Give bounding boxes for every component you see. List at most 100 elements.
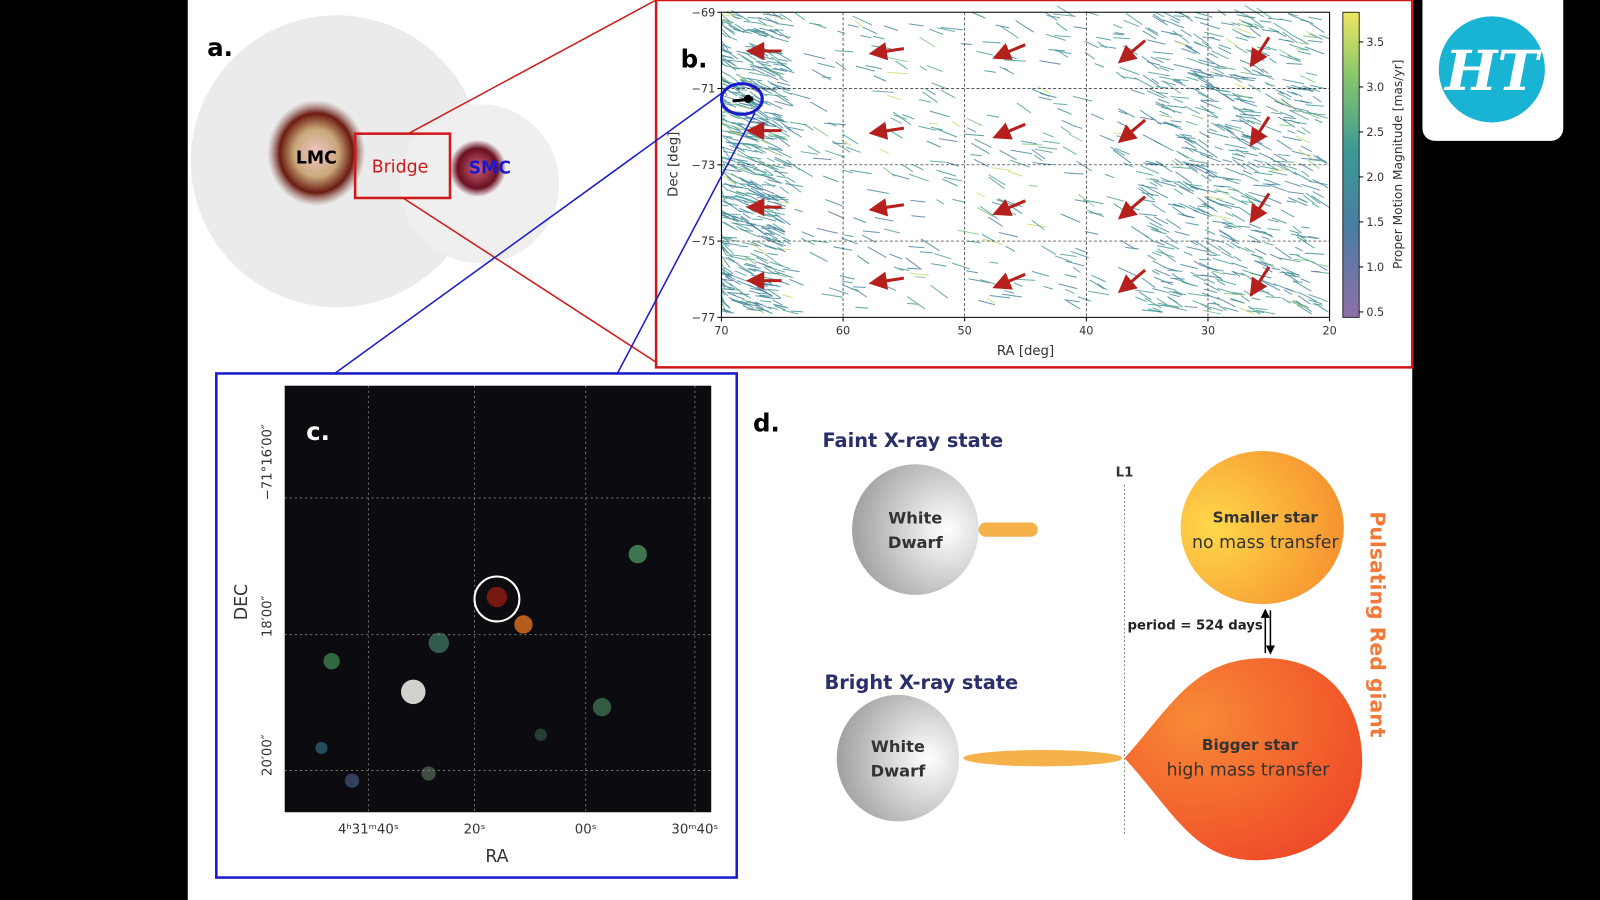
motion-vector — [1137, 184, 1158, 190]
motion-vector — [772, 223, 786, 232]
motion-vector — [1254, 229, 1267, 234]
motion-vector — [735, 225, 745, 231]
motion-vector — [1312, 261, 1328, 272]
smc-image — [448, 139, 507, 197]
motion-vector — [1278, 257, 1301, 263]
motion-vector — [1161, 30, 1178, 35]
motion-vector — [747, 77, 766, 91]
motion-vector — [822, 175, 839, 183]
motion-vector — [919, 65, 928, 71]
motion-vector — [999, 66, 1008, 71]
motion-vector — [1173, 277, 1190, 285]
motion-vector — [1189, 240, 1199, 246]
motion-vector — [918, 99, 932, 103]
motion-vector — [763, 147, 783, 157]
smaller-star — [1180, 451, 1344, 605]
motion-vector — [914, 276, 927, 279]
motion-vector — [738, 102, 751, 106]
motion-vector — [746, 223, 757, 225]
motion-vector — [756, 306, 773, 314]
x-tick-label: 20ˢ — [464, 823, 486, 838]
motion-vector — [754, 302, 765, 310]
motion-vector — [1163, 120, 1183, 131]
motion-vector — [1276, 139, 1293, 151]
motion-vector — [775, 51, 792, 62]
motion-vector — [1139, 116, 1153, 121]
motion-vector — [1135, 289, 1155, 294]
motion-vector — [1112, 33, 1124, 36]
motion-vector — [748, 240, 767, 255]
motion-vector — [1224, 178, 1240, 185]
motion-vector — [1165, 218, 1182, 230]
motion-vector — [1230, 241, 1241, 249]
motion-vector — [755, 113, 771, 124]
motion-vector — [873, 35, 885, 40]
motion-vector — [1239, 110, 1262, 114]
motion-vector — [744, 230, 754, 232]
motion-vector — [1207, 73, 1224, 78]
motion-vector — [1289, 229, 1300, 234]
motion-vector — [940, 89, 956, 99]
motion-vector — [1077, 296, 1092, 302]
motion-vector — [1190, 271, 1199, 277]
motion-vector — [1319, 34, 1330, 40]
y-axis-label: Dec [deg] — [667, 132, 682, 197]
motion-vector — [1240, 200, 1253, 204]
motion-vector — [1197, 197, 1212, 209]
motion-vector — [1212, 68, 1225, 75]
motion-vector — [745, 256, 757, 265]
motion-vector — [1266, 183, 1287, 192]
motion-vector — [946, 161, 959, 167]
motion-vector — [1146, 90, 1165, 99]
motion-vector — [1230, 297, 1245, 304]
motion-vector — [778, 119, 789, 123]
motion-vector — [774, 156, 792, 166]
motion-vector — [1043, 285, 1054, 290]
motion-vector — [1221, 251, 1234, 259]
motion-vector — [1144, 215, 1163, 227]
motion-vector — [1015, 278, 1036, 281]
motion-vector — [1142, 30, 1157, 40]
motion-vector — [855, 65, 875, 72]
motion-vector — [1186, 57, 1203, 64]
motion-vector — [732, 122, 748, 131]
motion-vector — [1286, 200, 1296, 203]
motion-vector — [1214, 146, 1223, 151]
motion-vector — [1264, 81, 1273, 87]
motion-vector — [783, 164, 793, 168]
motion-vector — [1184, 140, 1197, 149]
motion-vector — [978, 299, 995, 306]
motion-vector — [721, 14, 731, 23]
motion-vector — [1231, 270, 1245, 276]
motion-vector — [1172, 203, 1183, 208]
motion-vector — [849, 169, 872, 175]
motion-vector — [1219, 203, 1239, 209]
motion-vector — [757, 292, 767, 295]
motion-vector — [1155, 103, 1170, 110]
motion-vector — [971, 142, 990, 155]
motion-vector — [1270, 158, 1288, 168]
motion-vector — [1182, 134, 1193, 137]
white-dwarf-label: Dwarf — [888, 533, 944, 552]
motion-vector — [976, 50, 994, 56]
motion-vector — [1192, 300, 1208, 307]
motion-vector — [744, 303, 758, 307]
motion-vector — [1232, 271, 1241, 277]
motion-vector — [1224, 143, 1247, 149]
mean-motion-arrow — [992, 199, 1026, 216]
motion-vector — [1059, 253, 1077, 257]
motion-vector — [721, 146, 734, 152]
motion-vector — [1188, 292, 1210, 297]
motion-vector — [847, 24, 859, 28]
motion-vector — [1282, 31, 1298, 44]
motion-vector — [1312, 303, 1323, 306]
motion-vector — [1152, 307, 1163, 313]
mean-motion-arrow — [1249, 36, 1271, 68]
motion-vector — [1216, 198, 1235, 206]
motion-vector — [1172, 30, 1190, 44]
motion-vector — [1178, 11, 1194, 22]
motion-vector — [727, 59, 743, 63]
motion-vector — [761, 225, 774, 235]
motion-vector — [756, 168, 767, 175]
motion-vector — [721, 174, 737, 186]
